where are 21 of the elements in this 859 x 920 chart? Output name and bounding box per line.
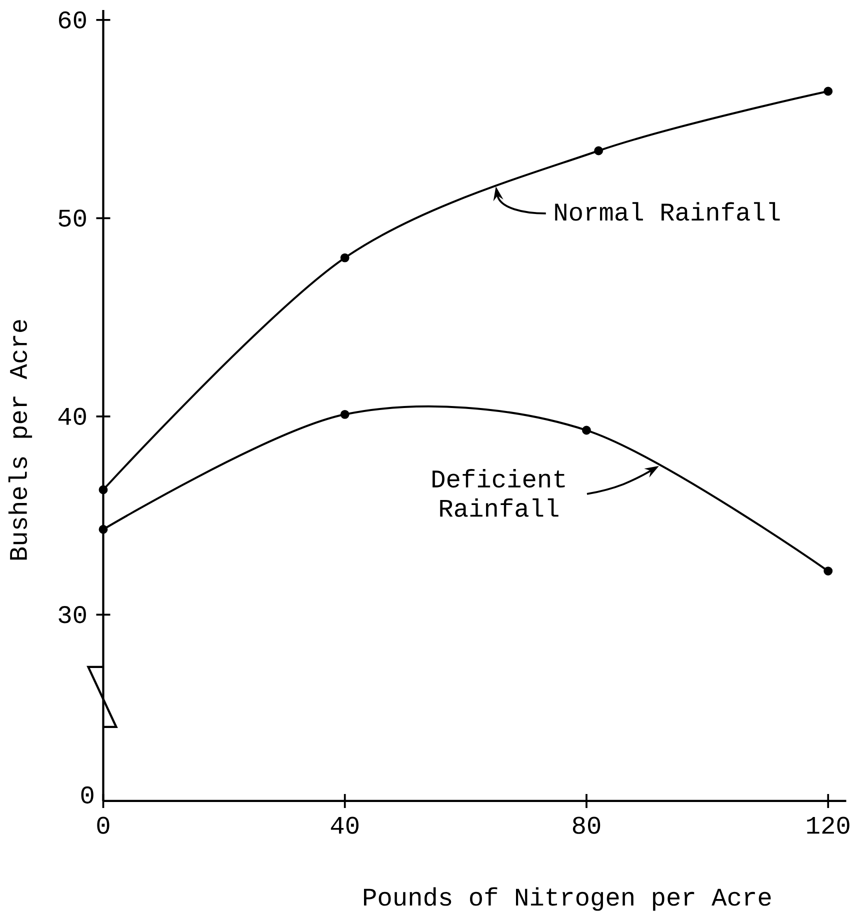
annotation: Deficient Rainfall: [432, 468, 565, 517]
y-tick-label: 50: [58, 210, 86, 227]
x-tick-label: 120: [806, 816, 850, 834]
x-tick-label: 80: [572, 816, 600, 834]
point: [823, 566, 832, 576]
point: [340, 410, 350, 419]
y-axis-title: Bushels per Acre: [8, 320, 32, 560]
point: [582, 426, 591, 435]
x-tick-label: 0: [96, 816, 110, 834]
point: [340, 253, 350, 262]
y-tick-label: 60: [58, 11, 86, 29]
x-axis-title: Pounds of Nitrogen per Acre: [364, 887, 771, 911]
point: [98, 524, 108, 534]
point: [823, 86, 832, 96]
annotation: Normal Rainfall: [554, 202, 780, 221]
x-tick-label: 40: [330, 816, 358, 834]
text: 0: [81, 786, 94, 804]
y-tick-label: 40: [58, 408, 86, 425]
y-tick-label: 30: [58, 606, 86, 624]
point: [594, 146, 603, 156]
point: [98, 485, 108, 494]
